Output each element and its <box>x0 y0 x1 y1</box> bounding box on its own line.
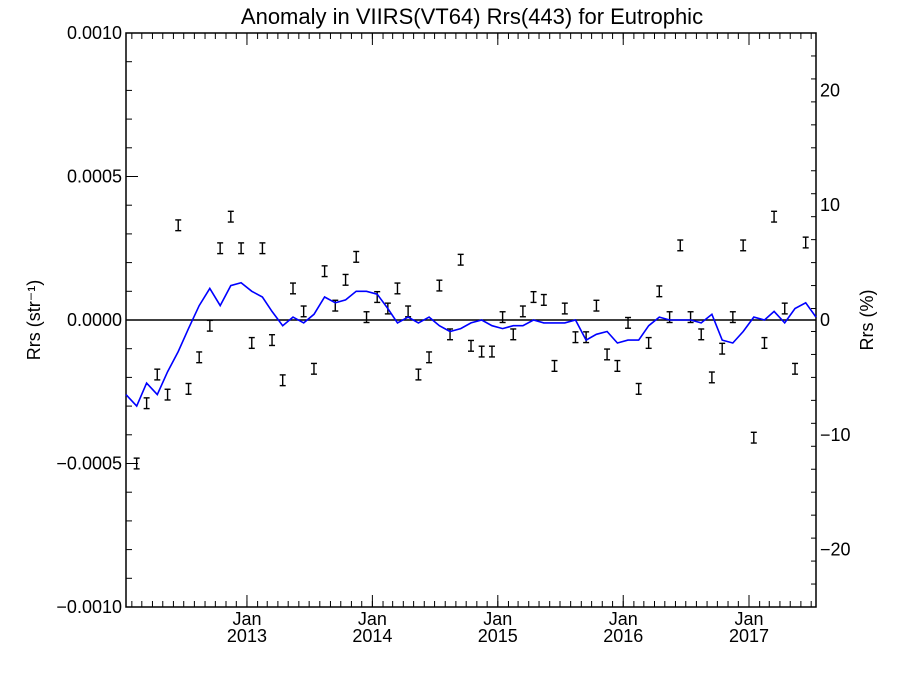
y-tick-label-left: −0.0005 <box>56 454 122 474</box>
y-tick-label-right: −20 <box>820 540 851 560</box>
error-bar-point <box>540 293 547 306</box>
error-bar-point <box>771 210 778 223</box>
error-bar-point <box>238 242 245 255</box>
error-bar-point <box>698 328 705 341</box>
error-bar-point <box>259 242 266 255</box>
error-bar-point <box>217 242 224 255</box>
error-bar-point <box>279 374 286 387</box>
y-tick-label-left: 0.0005 <box>67 167 122 187</box>
y-axis-right: 20 10 0 −10 −20 <box>811 32 851 608</box>
x-tick-label-month: Jan <box>232 609 261 629</box>
error-bar-point <box>781 302 788 315</box>
error-bar-point <box>300 305 307 318</box>
error-bar-point <box>792 362 799 375</box>
error-bar-point <box>405 305 412 318</box>
x-tick-label-year: 2013 <box>227 626 267 646</box>
error-bar-point <box>133 457 140 470</box>
error-bar-point <box>561 302 568 315</box>
error-bar-point <box>310 362 317 375</box>
error-bar-point <box>719 342 726 355</box>
error-bar-point <box>530 290 537 304</box>
error-bar-point <box>750 431 757 444</box>
x-tick-label-year: 2017 <box>729 626 769 646</box>
error-bar-point <box>478 345 485 358</box>
error-bar-point <box>488 345 495 358</box>
x-tick-label-year: 2014 <box>352 626 392 646</box>
x-tick-label-year: 2015 <box>478 626 518 646</box>
x-tick-label-month: Jan <box>483 609 512 629</box>
error-bar-point <box>802 236 809 249</box>
error-bar-point <box>593 299 600 312</box>
y-tick-label-right: 10 <box>820 195 840 215</box>
error-bar-point <box>353 250 360 263</box>
y-tick-label-left: 0.0010 <box>67 23 122 43</box>
error-bar-point <box>468 339 474 352</box>
error-bar-point <box>175 219 182 232</box>
error-bar-point <box>227 210 234 223</box>
error-bar-point <box>761 336 768 350</box>
error-bar-point <box>342 273 349 286</box>
y-tick-label-right: 20 <box>820 80 840 100</box>
y-tick-label-right: 0 <box>820 310 830 330</box>
error-bar-point <box>426 351 433 364</box>
error-bar-point <box>740 239 747 252</box>
error-bar-point <box>551 359 558 372</box>
error-bar-point <box>164 388 171 401</box>
y-axis-left: 0.0010 0.0005 0.0000 −0.0005 −0.0010 <box>56 23 138 617</box>
anomaly-line <box>125 281 817 408</box>
chart-title: Anomaly in VIIRS(VT64) Rrs(443) for Eutr… <box>241 4 703 29</box>
error-bar-point <box>154 368 161 381</box>
x-tick-label-month: Jan <box>358 609 387 629</box>
error-bar-point <box>635 382 642 395</box>
error-bar-point <box>666 311 673 324</box>
error-bar-point <box>436 279 443 292</box>
error-bar-point <box>645 336 652 350</box>
x-tick-label-month: Jan <box>734 609 763 629</box>
y-axis-label-right: Rrs (%) <box>857 290 877 351</box>
error-bar-point <box>625 316 632 329</box>
error-bar-point <box>196 351 203 364</box>
error-bar-point <box>269 334 276 347</box>
error-bar-point <box>206 319 213 332</box>
x-tick-label-year: 2016 <box>603 626 643 646</box>
error-bar-point <box>656 285 663 298</box>
error-bar-point <box>614 359 621 372</box>
error-bar-point <box>572 331 579 344</box>
error-bar-point <box>248 336 255 350</box>
y-axis-label-left: Rrs (str⁻¹) <box>24 280 44 360</box>
y-tick-label-left: −0.0010 <box>56 597 122 617</box>
error-bar-point <box>677 239 684 252</box>
y-tick-label-right: −10 <box>820 425 851 445</box>
error-bar-point <box>185 382 192 395</box>
error-bar-point <box>519 305 526 318</box>
error-bar-point <box>457 253 464 266</box>
error-bar-point <box>729 311 736 324</box>
x-tick-label-month: Jan <box>609 609 638 629</box>
error-bar-point <box>415 368 422 381</box>
error-bar-point <box>321 265 328 278</box>
error-bar-point <box>510 328 517 341</box>
error-bar-point <box>604 348 611 361</box>
error-bar-point <box>394 282 401 295</box>
error-bar-point <box>499 311 506 324</box>
y-tick-label-left: 0.0000 <box>67 310 122 330</box>
errorbar-series <box>133 210 809 470</box>
error-bar-point <box>143 397 150 410</box>
error-bar-point <box>708 371 715 384</box>
error-bar-point <box>290 282 297 295</box>
error-bar-point <box>363 311 370 324</box>
